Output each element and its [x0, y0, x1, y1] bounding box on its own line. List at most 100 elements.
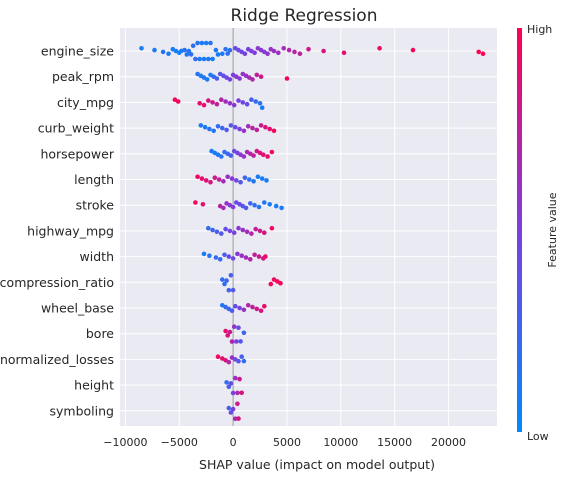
shap-point	[226, 359, 232, 365]
shap-point	[184, 52, 190, 57]
shap-point	[249, 97, 254, 102]
shap-point	[197, 101, 202, 106]
shap-point	[227, 47, 233, 53]
shap-point	[231, 102, 237, 108]
shap-point	[203, 178, 209, 183]
shap-point	[222, 281, 227, 287]
shap-point	[297, 51, 303, 56]
shap-point	[175, 99, 181, 104]
feature-labels: engine_size peak_rpm city_mpg curb_weightho…	[0, 44, 115, 419]
shap-point	[247, 177, 252, 182]
shap-point	[255, 174, 261, 180]
shap-point	[201, 251, 207, 257]
shap-point	[228, 273, 234, 278]
shap-point	[215, 354, 221, 360]
shap-point	[281, 46, 287, 51]
shap-point	[220, 125, 225, 131]
shap-point	[224, 127, 229, 133]
colorbar-low-label: Low	[527, 430, 549, 443]
shap-point	[256, 204, 262, 210]
shap-point	[213, 47, 219, 53]
shap-point	[252, 50, 257, 56]
shap-point	[377, 46, 382, 51]
plot-area	[120, 28, 497, 426]
shap-point	[265, 154, 270, 159]
points-layer	[139, 40, 486, 422]
shap-point	[203, 40, 209, 46]
shap-point	[233, 303, 238, 309]
shap-point	[225, 174, 230, 180]
shap-point	[306, 46, 311, 52]
shap-point	[139, 46, 144, 51]
shap-point	[278, 280, 283, 286]
shap-point	[259, 176, 265, 181]
shap-point	[219, 97, 224, 102]
shap-point	[207, 253, 212, 258]
feature-label-symboling: symboling	[50, 403, 114, 418]
shap-point	[267, 126, 273, 132]
x-tick-label: 10000	[323, 436, 358, 449]
shap-point	[286, 47, 292, 53]
shap-point	[200, 202, 206, 207]
shap-point	[292, 49, 297, 55]
shap-point	[195, 40, 200, 46]
x-axis-label: SHAP value (impact on model output)	[199, 457, 435, 472]
shap-point	[263, 124, 268, 130]
shap-point	[211, 128, 216, 134]
shap-point	[237, 76, 242, 81]
shap-point	[256, 254, 262, 259]
shap-point	[264, 178, 269, 183]
shap-point	[271, 48, 277, 54]
shap-point	[220, 277, 225, 282]
shap-point	[215, 124, 221, 129]
shap-point	[201, 56, 207, 62]
shap-point	[223, 226, 228, 232]
shap-point	[233, 416, 238, 422]
feature-label-highway-mpg: highway_mpg	[27, 223, 114, 238]
shap-point	[241, 128, 247, 134]
feature-label-compression-ratio: compression_ratio	[0, 275, 114, 290]
feature-label-height: height	[74, 378, 114, 393]
shap-point	[221, 179, 226, 184]
shap-point	[212, 175, 218, 180]
shap-point	[238, 339, 243, 344]
shap-point	[231, 324, 237, 330]
shap-point	[225, 51, 230, 56]
shap-point	[276, 50, 281, 56]
shap-point	[201, 102, 207, 108]
shap-point	[219, 231, 224, 236]
shap-point	[284, 76, 290, 81]
shap-point	[249, 231, 254, 236]
feature-label-city-mpg: city_mpg	[57, 95, 114, 110]
shap-point	[208, 179, 213, 185]
shap-point	[223, 328, 228, 334]
shap-point	[240, 227, 246, 233]
shap-point	[241, 307, 247, 313]
shap-point	[226, 384, 232, 390]
shap-point	[223, 99, 228, 104]
shap-point	[257, 228, 263, 234]
shap-point	[214, 76, 220, 81]
feature-label-curb-weight: curb_weight	[38, 121, 114, 136]
shap-point	[230, 256, 236, 261]
shap-point	[242, 175, 248, 180]
shap-point	[243, 255, 249, 260]
shap-point	[279, 205, 284, 211]
shap-point	[244, 101, 250, 107]
shap-point	[225, 333, 230, 338]
shap-point	[238, 179, 243, 185]
shap-point	[252, 202, 257, 208]
shap-point	[224, 380, 229, 385]
shap-point	[199, 176, 205, 181]
shap-point	[236, 416, 241, 421]
shap-point	[253, 99, 258, 104]
shap-point	[197, 56, 202, 62]
x-tick-label: 20000	[431, 436, 466, 449]
feature-label-wheel-base: wheel_base	[41, 301, 114, 316]
colorbar-title: Feature value	[546, 192, 559, 267]
shap-point	[221, 205, 226, 211]
shap-point	[267, 202, 273, 207]
shap-point	[202, 124, 208, 130]
